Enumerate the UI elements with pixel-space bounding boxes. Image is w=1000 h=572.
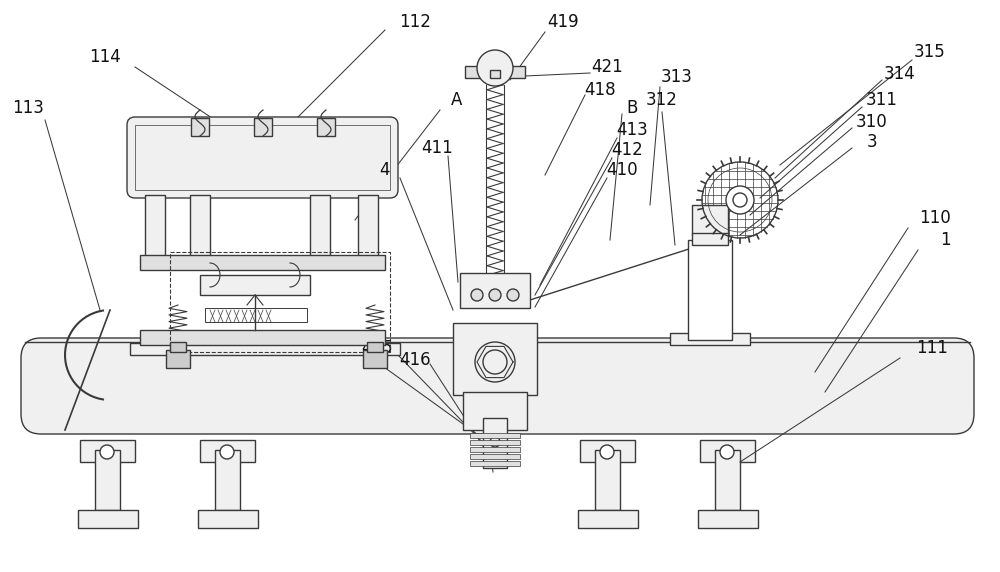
Bar: [453, 323, 537, 395]
Text: 112: 112: [399, 13, 431, 31]
Bar: [200, 275, 310, 295]
Text: 416: 416: [399, 351, 431, 369]
Bar: [190, 195, 210, 268]
Bar: [198, 510, 258, 528]
Bar: [191, 118, 209, 136]
Bar: [465, 66, 525, 78]
Bar: [140, 330, 385, 345]
Text: 414: 414: [452, 339, 484, 357]
Text: B: B: [626, 99, 638, 117]
Bar: [715, 450, 740, 510]
Circle shape: [489, 289, 501, 301]
Text: 411: 411: [421, 139, 453, 157]
Bar: [470, 454, 520, 459]
Text: 310: 310: [856, 113, 888, 131]
Bar: [490, 70, 500, 78]
Text: 315: 315: [914, 43, 946, 61]
Bar: [470, 461, 520, 466]
Bar: [135, 125, 390, 190]
Bar: [317, 118, 335, 136]
Circle shape: [477, 50, 513, 86]
Text: 111: 111: [916, 339, 948, 357]
Bar: [254, 118, 272, 136]
Text: 313: 313: [661, 68, 693, 86]
Bar: [580, 440, 635, 462]
FancyBboxPatch shape: [127, 117, 398, 198]
Bar: [170, 252, 390, 352]
Circle shape: [720, 445, 734, 459]
Bar: [145, 195, 165, 268]
Text: 110: 110: [919, 209, 951, 227]
Bar: [363, 350, 387, 368]
Text: 413: 413: [616, 121, 648, 139]
Text: 418: 418: [584, 81, 616, 99]
FancyBboxPatch shape: [21, 338, 974, 434]
Text: 4: 4: [380, 161, 390, 179]
Bar: [367, 342, 383, 352]
Text: 1: 1: [940, 231, 950, 249]
Bar: [700, 440, 755, 462]
Bar: [595, 450, 620, 510]
Text: 425: 425: [314, 329, 346, 347]
Bar: [692, 205, 728, 235]
Text: 410: 410: [606, 161, 638, 179]
Text: 113: 113: [12, 99, 44, 117]
Bar: [578, 510, 638, 528]
Text: 312: 312: [646, 91, 678, 109]
Circle shape: [726, 186, 754, 214]
Text: 314: 314: [884, 65, 916, 83]
Bar: [670, 333, 750, 345]
Text: 421: 421: [591, 58, 623, 76]
Circle shape: [471, 289, 483, 301]
Bar: [470, 440, 520, 445]
Circle shape: [475, 342, 515, 382]
Bar: [692, 233, 728, 245]
Bar: [215, 450, 240, 510]
Circle shape: [220, 445, 234, 459]
Text: 311: 311: [866, 91, 898, 109]
Bar: [80, 440, 135, 462]
Bar: [470, 447, 520, 452]
Bar: [460, 273, 530, 308]
Text: 3: 3: [867, 133, 877, 151]
Text: 419: 419: [547, 13, 579, 31]
Bar: [463, 392, 527, 430]
Bar: [470, 433, 520, 438]
Bar: [95, 450, 120, 510]
Bar: [140, 255, 385, 270]
Bar: [200, 440, 255, 462]
Circle shape: [507, 289, 519, 301]
Bar: [130, 343, 400, 355]
Bar: [170, 342, 186, 352]
Bar: [483, 418, 507, 468]
Text: 415: 415: [361, 339, 393, 357]
Text: 412: 412: [611, 141, 643, 159]
Bar: [166, 350, 190, 368]
Bar: [688, 240, 732, 340]
Bar: [358, 195, 378, 268]
Bar: [698, 510, 758, 528]
Circle shape: [100, 445, 114, 459]
Bar: [310, 195, 330, 268]
Bar: [78, 510, 138, 528]
Text: 114: 114: [89, 48, 121, 66]
Bar: [205, 308, 307, 322]
Text: A: A: [451, 91, 463, 109]
Circle shape: [600, 445, 614, 459]
